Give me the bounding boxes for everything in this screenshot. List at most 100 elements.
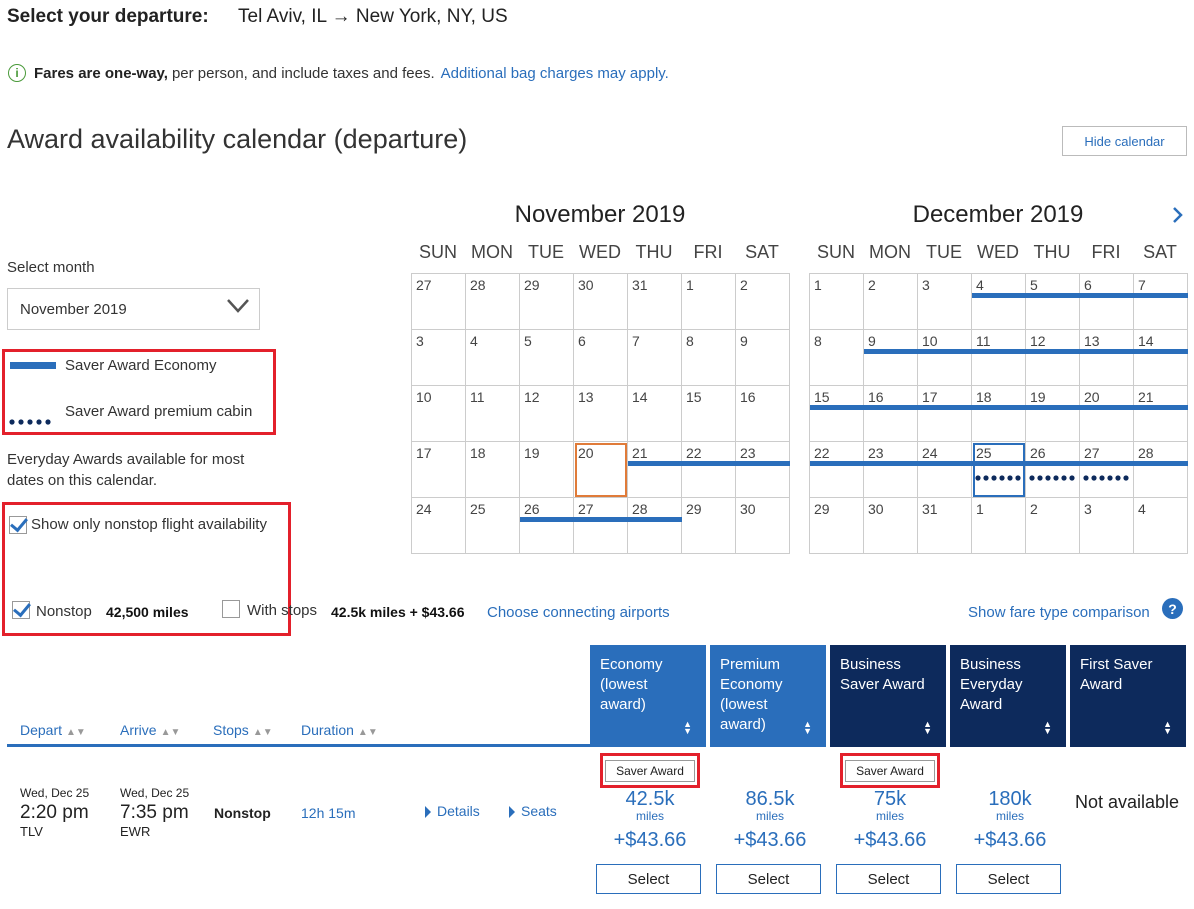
bag-charges-link[interactable]: Additional bag charges may apply. bbox=[440, 64, 669, 82]
highlight-box-saver bbox=[600, 753, 700, 788]
calendar-day[interactable]: 21 bbox=[1134, 386, 1188, 442]
calendar-day[interactable]: 25 bbox=[466, 498, 520, 554]
fare-column-header[interactable]: First Saver Award ▲ ▼ bbox=[1070, 645, 1186, 747]
calendar-day[interactable]: 17 bbox=[412, 442, 466, 498]
calendar-day[interactable]: 31 bbox=[628, 274, 682, 330]
calendar-day[interactable]: 15 bbox=[682, 386, 736, 442]
calendar-day[interactable]: 20 bbox=[1080, 386, 1134, 442]
calendar-day[interactable]: 17 bbox=[918, 386, 972, 442]
calendar-day[interactable]: 13 bbox=[1080, 330, 1134, 386]
connecting-airports-link[interactable]: Choose connecting airports bbox=[487, 604, 670, 621]
calendar-day[interactable]: 12 bbox=[520, 386, 574, 442]
calendar-day[interactable]: 24 bbox=[918, 442, 972, 498]
calendar-day[interactable]: 25 bbox=[972, 442, 1026, 498]
fare-column-header[interactable]: Economy (lowest award) ▲ ▼ bbox=[590, 645, 706, 747]
calendar-day[interactable]: 11 bbox=[466, 386, 520, 442]
calendar-day[interactable]: 2 bbox=[1026, 498, 1080, 554]
calendar-day[interactable]: 6 bbox=[1080, 274, 1134, 330]
hide-calendar-button[interactable]: Hide calendar bbox=[1062, 126, 1187, 156]
col-header-stops[interactable]: Stops ▲▼ bbox=[213, 722, 273, 738]
today-highlight bbox=[575, 443, 627, 497]
calendar-day[interactable]: 26 bbox=[1026, 442, 1080, 498]
calendar-day[interactable]: 10 bbox=[412, 386, 466, 442]
calendar-day[interactable]: 10 bbox=[918, 330, 972, 386]
calendar-day[interactable]: 4 bbox=[466, 330, 520, 386]
col-header-arrive[interactable]: Arrive ▲▼ bbox=[120, 722, 180, 738]
calendar-day[interactable]: 18 bbox=[466, 442, 520, 498]
calendar-day[interactable]: 6 bbox=[574, 330, 628, 386]
col-header-depart[interactable]: Depart ▲▼ bbox=[20, 722, 86, 738]
calendar-day[interactable]: 27 bbox=[574, 498, 628, 554]
calendar-day[interactable]: 11 bbox=[972, 330, 1026, 386]
calendar-day[interactable]: 1 bbox=[682, 274, 736, 330]
calendar-day[interactable]: 3 bbox=[412, 330, 466, 386]
select-fare-button[interactable]: Select bbox=[716, 864, 821, 894]
calendar-day[interactable]: 30 bbox=[864, 498, 918, 554]
calendar-day[interactable]: 2 bbox=[736, 274, 790, 330]
calendar-day[interactable]: 20 bbox=[574, 442, 628, 498]
calendar-day[interactable]: 24 bbox=[412, 498, 466, 554]
chevron-right-icon[interactable] bbox=[1172, 204, 1184, 230]
calendar-day[interactable]: 5 bbox=[1026, 274, 1080, 330]
calendar-day[interactable]: 29 bbox=[682, 498, 736, 554]
arrive-date: Wed, Dec 25 bbox=[120, 786, 190, 800]
calendar-day[interactable]: 7 bbox=[1134, 274, 1188, 330]
calendar-day[interactable]: 19 bbox=[1026, 386, 1080, 442]
calendar-day[interactable]: 15 bbox=[810, 386, 864, 442]
calendar-day[interactable]: 29 bbox=[520, 274, 574, 330]
calendar-day[interactable]: 4 bbox=[1134, 498, 1188, 554]
with-stops-checkbox[interactable] bbox=[222, 600, 240, 618]
nonstop-only-checkbox[interactable] bbox=[9, 516, 27, 534]
calendar-day[interactable]: 4 bbox=[972, 274, 1026, 330]
calendar-day[interactable]: 1 bbox=[972, 498, 1026, 554]
details-link[interactable]: Details bbox=[425, 803, 480, 819]
calendar-day[interactable]: 14 bbox=[1134, 330, 1188, 386]
seats-link[interactable]: Seats bbox=[509, 803, 557, 819]
calendar-day[interactable]: 29 bbox=[810, 498, 864, 554]
calendar-day[interactable]: 9 bbox=[736, 330, 790, 386]
calendar-day[interactable]: 22 bbox=[810, 442, 864, 498]
calendar-day[interactable]: 18 bbox=[972, 386, 1026, 442]
select-fare-button[interactable]: Select bbox=[836, 864, 941, 894]
calendar-day[interactable]: 3 bbox=[918, 274, 972, 330]
calendar-day[interactable]: 12 bbox=[1026, 330, 1080, 386]
calendar-day[interactable]: 26 bbox=[520, 498, 574, 554]
calendar-day[interactable]: 22 bbox=[682, 442, 736, 498]
sort-icon: ▲▼ bbox=[1163, 719, 1172, 736]
nonstop-checkbox[interactable] bbox=[12, 601, 30, 619]
help-icon[interactable]: ? bbox=[1162, 598, 1183, 619]
calendar-day[interactable]: 3 bbox=[1080, 498, 1134, 554]
calendar-day[interactable]: 30 bbox=[736, 498, 790, 554]
calendar-day[interactable]: 28 bbox=[466, 274, 520, 330]
calendar-day[interactable]: 30 bbox=[574, 274, 628, 330]
calendar-day[interactable]: 23 bbox=[864, 442, 918, 498]
calendar-day[interactable]: 13 bbox=[574, 386, 628, 442]
select-fare-button[interactable]: Select bbox=[596, 864, 701, 894]
calendar-day[interactable]: 1 bbox=[810, 274, 864, 330]
calendar-day[interactable]: 2 bbox=[864, 274, 918, 330]
fare-comparison-link[interactable]: Show fare type comparison bbox=[968, 604, 1150, 621]
calendar-day[interactable]: 16 bbox=[864, 386, 918, 442]
calendar-day[interactable]: 21 bbox=[628, 442, 682, 498]
fare-column-header[interactable]: Premium Economy (lowest award) ▲ ▼ bbox=[710, 645, 826, 747]
fare-column-header[interactable]: Business Everyday Award ▲ ▼ bbox=[950, 645, 1066, 747]
calendar-day[interactable]: 9 bbox=[864, 330, 918, 386]
select-month-dropdown[interactable]: November 2019 bbox=[7, 288, 260, 330]
legend-economy-line bbox=[10, 362, 56, 369]
calendar-day[interactable]: 31 bbox=[918, 498, 972, 554]
select-fare-button[interactable]: Select bbox=[956, 864, 1061, 894]
calendar-day[interactable]: 5 bbox=[520, 330, 574, 386]
col-header-duration[interactable]: Duration ▲▼ bbox=[301, 722, 378, 738]
calendar-day[interactable]: 28 bbox=[628, 498, 682, 554]
calendar-day[interactable]: 7 bbox=[628, 330, 682, 386]
calendar-day[interactable]: 27 bbox=[412, 274, 466, 330]
calendar-day[interactable]: 8 bbox=[810, 330, 864, 386]
fare-column-header[interactable]: Business Saver Award ▲ ▼ bbox=[830, 645, 946, 747]
calendar-day[interactable]: 23 bbox=[736, 442, 790, 498]
calendar-day[interactable]: 28 bbox=[1134, 442, 1188, 498]
calendar-day[interactable]: 16 bbox=[736, 386, 790, 442]
calendar-day[interactable]: 19 bbox=[520, 442, 574, 498]
calendar-day[interactable]: 27 bbox=[1080, 442, 1134, 498]
calendar-day[interactable]: 8 bbox=[682, 330, 736, 386]
calendar-day[interactable]: 14 bbox=[628, 386, 682, 442]
